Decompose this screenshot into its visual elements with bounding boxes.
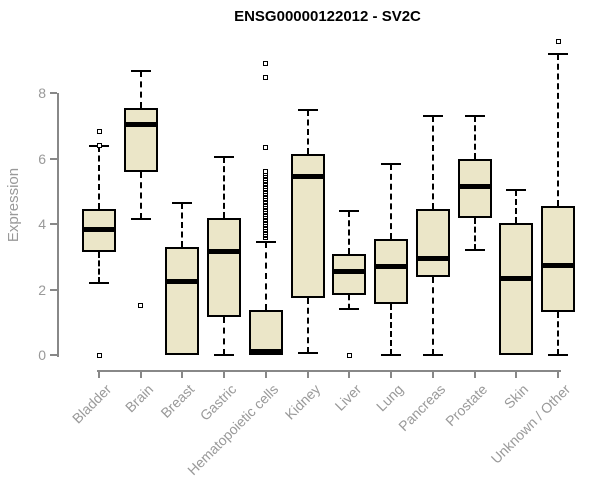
x-tick-mark-hematopoietic-cells xyxy=(264,371,267,378)
outlier-point-brain xyxy=(138,303,144,309)
whisker-cap-upper-prostate xyxy=(464,115,485,118)
y-tick-mark xyxy=(50,157,57,160)
x-tick-mark-prostate xyxy=(473,371,476,378)
x-tick-mark-gastric xyxy=(223,371,226,378)
whisker-lower-unknown-other xyxy=(557,312,559,355)
y-axis-line xyxy=(57,93,59,357)
median-skin xyxy=(499,275,534,281)
median-prostate xyxy=(457,184,492,190)
whisker-upper-bladder xyxy=(98,145,100,210)
median-kidney xyxy=(290,174,325,180)
x-tick-mark-unknown-other xyxy=(557,371,559,378)
whisker-cap-lower-gastric xyxy=(214,354,235,356)
x-tick-mark-brain xyxy=(139,371,142,378)
y-tick-mark xyxy=(50,354,57,356)
x-axis-line xyxy=(97,370,561,372)
box-skin xyxy=(499,222,534,355)
box-gastric xyxy=(207,217,242,318)
y-tick-label-2: 2 xyxy=(38,281,46,298)
y-tick-mark xyxy=(50,223,57,226)
whisker-cap-upper-skin xyxy=(506,188,527,191)
median-pancreas xyxy=(415,256,450,262)
y-tick-mark xyxy=(50,288,57,291)
box-unknown-other xyxy=(541,206,575,313)
median-bladder xyxy=(82,226,116,232)
box-hematopoietic-cells xyxy=(248,309,283,355)
outlier-point-bladder xyxy=(96,142,102,148)
outlier-point-bladder xyxy=(96,352,102,358)
whisker-upper-liver xyxy=(348,211,351,254)
whisker-lower-pancreas xyxy=(431,276,434,355)
box-lung xyxy=(374,238,409,305)
whisker-cap-upper-hematopoietic-cells xyxy=(255,241,276,244)
median-brain xyxy=(123,121,158,127)
whisker-lower-lung xyxy=(390,304,393,355)
median-breast xyxy=(165,278,200,284)
x-tick-mark-breast xyxy=(181,371,184,378)
whisker-cap-lower-pancreas xyxy=(422,354,443,356)
whisker-upper-skin xyxy=(515,189,518,223)
whisker-cap-upper-brain xyxy=(130,69,151,72)
whisker-cap-upper-kidney xyxy=(297,108,318,111)
x-tick-mark-skin xyxy=(515,371,518,378)
outlier-point-bladder xyxy=(96,128,102,134)
outlier-point-unknown-other xyxy=(555,38,561,44)
whisker-lower-gastric xyxy=(223,317,226,355)
outlier-point-hematopoietic-cells xyxy=(263,61,269,67)
whisker-upper-breast xyxy=(181,202,184,248)
box-brain xyxy=(123,108,158,172)
median-unknown-other xyxy=(541,262,575,268)
whisker-upper-unknown-other xyxy=(557,54,559,207)
whisker-cap-lower-lung xyxy=(381,354,402,356)
outlier-point-hematopoietic-cells xyxy=(263,144,269,150)
whisker-lower-liver xyxy=(348,294,351,310)
y-tick-label-6: 6 xyxy=(38,150,46,167)
whisker-lower-kidney xyxy=(306,297,309,354)
x-tick-mark-kidney xyxy=(306,371,309,378)
median-hematopoietic-cells xyxy=(248,349,283,355)
whisker-cap-lower-prostate xyxy=(464,249,485,252)
box-pancreas xyxy=(415,209,450,277)
median-gastric xyxy=(207,248,242,254)
outlier-point-hematopoietic-cells xyxy=(263,74,269,80)
whisker-cap-upper-pancreas xyxy=(422,115,443,118)
whisker-upper-kidney xyxy=(306,109,309,154)
median-liver xyxy=(332,269,367,275)
whisker-lower-prostate xyxy=(473,217,476,251)
whisker-lower-brain xyxy=(139,171,142,220)
x-tick-mark-lung xyxy=(390,371,393,378)
x-tick-mark-liver xyxy=(348,371,351,378)
y-tick-mark xyxy=(50,92,57,95)
y-tick-label-4: 4 xyxy=(38,216,46,233)
whisker-lower-bladder xyxy=(98,251,100,284)
whisker-upper-hematopoietic-cells xyxy=(264,242,267,310)
whisker-upper-pancreas xyxy=(431,116,434,210)
whisker-cap-upper-breast xyxy=(172,201,193,204)
median-lung xyxy=(374,264,409,270)
whisker-cap-upper-liver xyxy=(339,210,360,213)
y-tick-label-8: 8 xyxy=(38,85,46,102)
whisker-cap-lower-kidney xyxy=(297,352,318,355)
whisker-cap-upper-gastric xyxy=(214,156,235,159)
x-tick-mark-pancreas xyxy=(431,371,434,378)
x-tick-mark-bladder xyxy=(98,371,100,378)
y-tick-label-0: 0 xyxy=(38,347,46,363)
whisker-upper-prostate xyxy=(473,116,476,159)
whisker-upper-brain xyxy=(139,70,142,109)
outlier-point-hematopoietic-cells xyxy=(263,169,269,175)
whisker-upper-lung xyxy=(390,163,393,239)
whisker-cap-upper-lung xyxy=(381,162,402,165)
whisker-cap-lower-liver xyxy=(339,308,360,311)
whisker-cap-lower-bladder xyxy=(89,282,109,285)
whisker-upper-gastric xyxy=(223,157,226,218)
whisker-cap-lower-unknown-other xyxy=(548,354,568,356)
outlier-point-liver xyxy=(346,352,352,358)
whisker-cap-upper-unknown-other xyxy=(548,53,568,56)
box-breast xyxy=(165,247,200,355)
whisker-cap-lower-brain xyxy=(130,218,151,221)
chart-title: ENSG00000122012 - SV2C xyxy=(234,8,421,25)
